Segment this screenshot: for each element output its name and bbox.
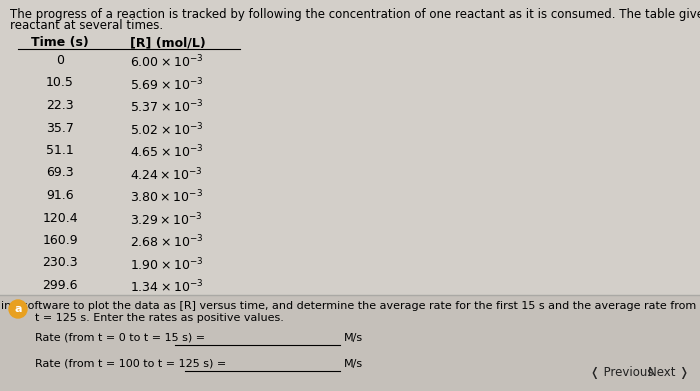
Text: 10.5: 10.5 — [46, 77, 74, 90]
Text: 91.6: 91.6 — [46, 189, 74, 202]
Text: $2.68\times 10^{-3}$: $2.68\times 10^{-3}$ — [130, 234, 204, 251]
Text: Rate (from t = 100 to t = 125 s) =: Rate (from t = 100 to t = 125 s) = — [35, 359, 226, 369]
Text: $1.34\times 10^{-3}$: $1.34\times 10^{-3}$ — [130, 279, 204, 296]
Text: ❬ Previous: ❬ Previous — [590, 366, 654, 379]
Bar — [0, 0, 700, 295]
Text: a: a — [14, 304, 22, 314]
Text: M/s: M/s — [344, 333, 363, 343]
Text: 51.1: 51.1 — [46, 144, 74, 157]
Text: 299.6: 299.6 — [42, 279, 78, 292]
Circle shape — [9, 300, 27, 318]
Text: $5.02\times 10^{-3}$: $5.02\times 10^{-3}$ — [130, 122, 204, 138]
Text: t = 125 s. Enter the rates as positive values.: t = 125 s. Enter the rates as positive v… — [35, 313, 284, 323]
Text: M/s: M/s — [344, 359, 363, 369]
Text: 160.9: 160.9 — [42, 234, 78, 247]
Text: The progress of a reaction is tracked by following the concentration of one reac: The progress of a reaction is tracked by… — [10, 8, 700, 21]
Text: Next ❭: Next ❭ — [648, 366, 689, 379]
Text: $6.00\times 10^{-3}$: $6.00\times 10^{-3}$ — [130, 54, 204, 71]
Text: $1.90\times 10^{-3}$: $1.90\times 10^{-3}$ — [130, 256, 204, 273]
Text: 230.3: 230.3 — [42, 256, 78, 269]
Text: 0: 0 — [56, 54, 64, 67]
Text: 35.7: 35.7 — [46, 122, 74, 135]
Text: Use graphing software to plot the data as [R] versus time, and determine the ave: Use graphing software to plot the data a… — [0, 301, 700, 311]
Text: $3.80\times 10^{-3}$: $3.80\times 10^{-3}$ — [130, 189, 203, 206]
Text: $4.24\times 10^{-3}$: $4.24\times 10^{-3}$ — [130, 167, 203, 183]
Text: $5.37\times 10^{-3}$: $5.37\times 10^{-3}$ — [130, 99, 204, 116]
Text: [R] (mol/L): [R] (mol/L) — [130, 36, 206, 49]
Text: $5.69\times 10^{-3}$: $5.69\times 10^{-3}$ — [130, 77, 204, 93]
Bar — [0, 295, 700, 391]
Text: 120.4: 120.4 — [42, 212, 78, 224]
Text: $3.29\times 10^{-3}$: $3.29\times 10^{-3}$ — [130, 212, 202, 228]
Text: reactant at several times.: reactant at several times. — [10, 19, 163, 32]
Text: 69.3: 69.3 — [46, 167, 74, 179]
Text: 22.3: 22.3 — [46, 99, 74, 112]
Text: $4.65\times 10^{-3}$: $4.65\times 10^{-3}$ — [130, 144, 204, 161]
Text: Rate (from t = 0 to t = 15 s) =: Rate (from t = 0 to t = 15 s) = — [35, 333, 205, 343]
Text: Time (s): Time (s) — [31, 36, 89, 49]
